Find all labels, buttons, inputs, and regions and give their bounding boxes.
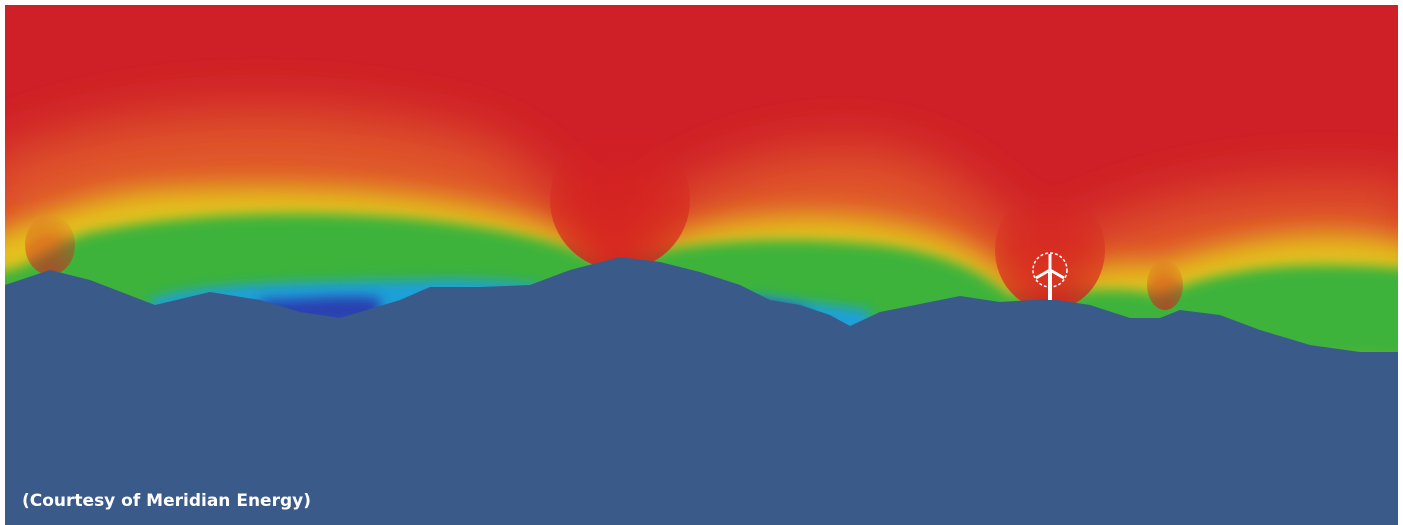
peak-fan xyxy=(25,215,75,275)
flow-field: (Courtesy of Meridian Energy) xyxy=(0,5,1403,525)
wind-flow-illustration: (Courtesy of Meridian Energy) xyxy=(0,0,1403,525)
caption: (Courtesy of Meridian Energy) xyxy=(22,491,311,511)
peak-fan xyxy=(1147,260,1183,310)
peak-fan xyxy=(550,130,690,270)
page: (Courtesy of Meridian Energy) (() => { c… xyxy=(0,0,1403,525)
